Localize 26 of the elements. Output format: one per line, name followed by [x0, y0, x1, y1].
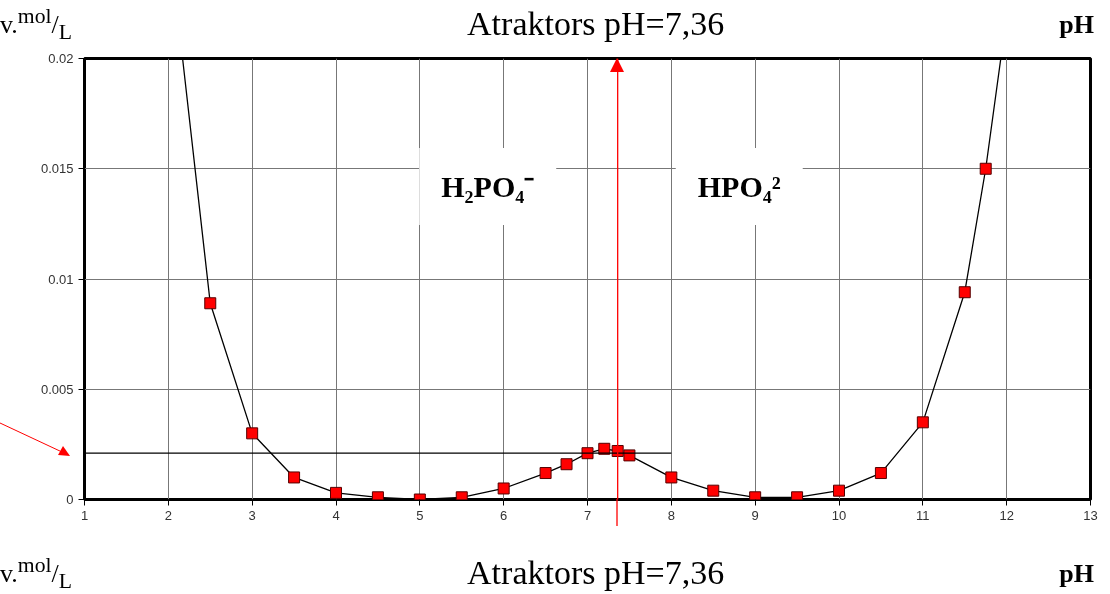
x-tick-label: 1 — [80, 507, 89, 523]
text: v.$^{mol}$/$_{L}$ — [0, 551, 72, 594]
x-tick-label: 2 — [164, 507, 172, 523]
y-tick-label: 0 — [66, 492, 74, 507]
x-axis-title: pH — [1059, 8, 1094, 41]
text: Atraktors pH=7,36 — [467, 553, 725, 593]
x-tick-label: 13 — [1083, 507, 1098, 523]
y-tick-label: 0.005 — [40, 381, 74, 397]
chart-title: Atraktors pH=7,36 — [467, 4, 725, 44]
text: pH — [1059, 557, 1094, 590]
x-tick-label: 10 — [831, 507, 847, 523]
x-tick-label: 3 — [248, 507, 256, 523]
annotation: HPO₄² — [697, 169, 781, 203]
x-tick-label: 7 — [583, 507, 592, 523]
x-tick-label: 11 — [916, 507, 930, 523]
x-tick-label: 6 — [500, 507, 508, 523]
x-tick-label: 4 — [332, 507, 340, 523]
x-tick-label: 9 — [751, 507, 759, 523]
x-tick-label: 8 — [667, 507, 675, 523]
y-tick-label: 0.02 — [48, 51, 74, 66]
y-axis-title: v.$^{mol}$/$_{L}$ — [0, 2, 72, 46]
x-tick-label: 5 — [416, 507, 424, 523]
annotation: H₂PO₄⁻ — [441, 169, 535, 203]
y-tick-label: 0.01 — [48, 271, 74, 287]
x-tick-label: 12 — [999, 507, 1014, 523]
y-tick-label: 0.015 — [40, 161, 74, 177]
